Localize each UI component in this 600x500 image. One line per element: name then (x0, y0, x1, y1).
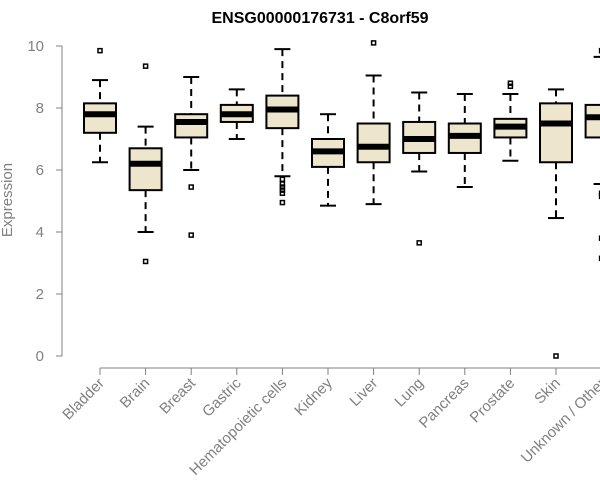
outlier-point (142, 258, 149, 265)
box-rect (83, 102, 117, 134)
outlier-point (416, 240, 422, 246)
box-prostate (493, 80, 528, 162)
y-tick-label: 6 (36, 162, 44, 179)
outlier-point (279, 190, 286, 196)
y-tick-label: 4 (36, 224, 44, 241)
box-unknown-other (584, 47, 600, 262)
boxes (83, 40, 600, 359)
box-skin (539, 88, 573, 359)
x-tick-label: Pancreas (416, 375, 473, 432)
outlier-point (97, 47, 103, 54)
outlier-point (279, 187, 286, 193)
outlier-point (188, 184, 194, 190)
y-tick-label: 8 (36, 100, 44, 117)
y-axis: 0 2 4 6 8 10 (27, 38, 63, 365)
outlier-point (507, 80, 514, 86)
outlier-point (507, 83, 514, 90)
x-tick-label: Kidney (291, 374, 336, 419)
box-liver (356, 40, 391, 206)
box-brain (128, 63, 163, 265)
y-tick-label: 0 (36, 348, 44, 365)
x-tick-label: Skin (531, 375, 564, 408)
box-rect (356, 122, 391, 164)
outlier-point (279, 176, 286, 183)
outlier-point (370, 40, 377, 46)
outlier-point (142, 63, 149, 69)
x-tick-label: Bladder (59, 375, 108, 424)
box-lung (402, 91, 437, 246)
y-tick-label: 10 (27, 38, 44, 55)
x-tick-label: Lung (391, 375, 427, 411)
x-tick-label: Prostate (467, 375, 519, 427)
x-tick-label: Gastric (199, 374, 245, 420)
outlier-point (553, 353, 559, 359)
x-tick-label: Brain (117, 375, 154, 412)
outlier-point (188, 232, 194, 238)
box-rect (584, 103, 600, 139)
outlier-point (279, 199, 286, 206)
x-tick-label: Liver (346, 375, 381, 410)
box-hematopoietic-cells (265, 48, 300, 206)
box-breast (174, 76, 209, 238)
box-pancreas (447, 93, 482, 189)
box-rect (174, 113, 209, 139)
y-tick-label: 2 (36, 286, 44, 303)
box-kidney (311, 113, 345, 207)
box-gastric (219, 88, 254, 140)
outlier-point (279, 184, 286, 190)
y-axis-label: Expression (0, 163, 16, 237)
box-rect (128, 147, 163, 192)
box-bladder (83, 47, 117, 164)
box-rect (539, 102, 573, 164)
x-tick-label: Breast (156, 374, 199, 417)
outlier-point (279, 181, 286, 187)
chart-title: ENSG00000176731 - C8orf59 (211, 10, 428, 27)
